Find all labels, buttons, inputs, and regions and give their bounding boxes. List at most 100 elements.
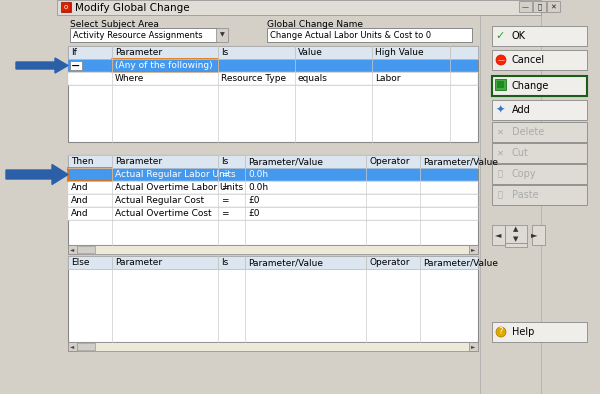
Bar <box>68 59 478 72</box>
Bar <box>533 1 546 12</box>
Text: ⧉: ⧉ <box>497 191 503 199</box>
Text: ◄: ◄ <box>495 230 502 240</box>
Text: o: o <box>64 4 68 10</box>
Bar <box>295 46 372 59</box>
Text: ◄: ◄ <box>70 247 74 252</box>
Text: ▼: ▼ <box>514 236 518 242</box>
Bar <box>68 155 112 168</box>
Bar <box>218 155 245 168</box>
Bar <box>505 225 527 243</box>
Bar <box>68 155 478 245</box>
Text: —: — <box>497 57 505 63</box>
Text: Is: Is <box>221 258 228 267</box>
Text: ✕: ✕ <box>497 149 503 158</box>
Bar <box>492 76 587 96</box>
Bar <box>112 155 218 168</box>
Text: Help: Help <box>512 327 535 337</box>
Text: Parameter/Value: Parameter/Value <box>423 157 498 166</box>
Text: OK: OK <box>512 31 526 41</box>
Bar <box>492 26 587 46</box>
Bar <box>61 2 71 12</box>
Text: (Any of the following): (Any of the following) <box>115 61 212 70</box>
Text: ▼: ▼ <box>220 32 224 37</box>
Text: ✓: ✓ <box>496 31 505 41</box>
Circle shape <box>496 55 506 65</box>
Polygon shape <box>16 58 68 73</box>
Bar <box>492 143 587 163</box>
Text: Actual Regular Cost: Actual Regular Cost <box>115 196 204 205</box>
Bar <box>77 343 95 350</box>
Text: Then: Then <box>71 157 94 166</box>
Bar <box>492 322 587 342</box>
Bar <box>532 225 545 245</box>
Bar <box>218 256 245 269</box>
Text: =: = <box>221 209 229 218</box>
Bar <box>216 28 228 42</box>
Text: Else: Else <box>71 258 89 267</box>
Bar <box>68 168 112 181</box>
Text: Actual Overtime Cost: Actual Overtime Cost <box>115 209 212 218</box>
Bar <box>245 256 366 269</box>
Text: Actual Overtime Labor Units: Actual Overtime Labor Units <box>115 183 243 192</box>
Text: Parameter: Parameter <box>115 157 162 166</box>
Text: ►: ► <box>472 247 476 252</box>
Text: Where: Where <box>115 74 145 83</box>
Text: Parameter/Value: Parameter/Value <box>248 258 323 267</box>
Bar <box>420 256 478 269</box>
Text: High Value: High Value <box>375 48 424 57</box>
Text: —: — <box>522 4 529 10</box>
Bar <box>480 15 541 394</box>
Bar <box>62 3 70 11</box>
Text: Actual Regular Labor Units: Actual Regular Labor Units <box>115 170 236 179</box>
Text: If: If <box>71 48 77 57</box>
Bar <box>245 155 366 168</box>
Text: Operator: Operator <box>369 157 409 166</box>
Text: £0: £0 <box>248 196 260 205</box>
Bar <box>547 1 560 12</box>
Text: £0: £0 <box>248 209 260 218</box>
Text: Change: Change <box>512 81 550 91</box>
Text: ▲: ▲ <box>514 226 518 232</box>
Text: ►: ► <box>531 230 537 240</box>
Bar <box>77 246 95 253</box>
Text: Labor: Labor <box>375 74 401 83</box>
Bar <box>68 168 478 181</box>
Text: Change Actual Labor Units & Cost to 0: Change Actual Labor Units & Cost to 0 <box>270 30 431 39</box>
Bar <box>68 207 478 220</box>
Bar <box>492 100 587 120</box>
Text: =: = <box>221 170 229 179</box>
Bar <box>497 81 504 88</box>
Bar <box>366 256 420 269</box>
Bar <box>492 50 587 70</box>
Bar <box>57 15 541 394</box>
Text: Is: Is <box>221 48 228 57</box>
Bar <box>112 46 218 59</box>
Bar <box>68 342 478 351</box>
Bar <box>450 46 478 59</box>
Bar <box>469 342 478 351</box>
Text: =: = <box>221 196 229 205</box>
Text: ?: ? <box>499 327 503 336</box>
Bar <box>112 256 218 269</box>
Text: ►: ► <box>472 344 476 349</box>
Bar <box>267 28 472 42</box>
Text: And: And <box>71 183 89 192</box>
Bar <box>492 225 505 245</box>
Bar <box>372 46 450 59</box>
Text: And: And <box>71 196 89 205</box>
Text: Global Change Name: Global Change Name <box>267 19 363 28</box>
Bar <box>366 155 420 168</box>
Text: ✦: ✦ <box>496 105 505 115</box>
Text: Cut: Cut <box>512 148 529 158</box>
Bar <box>70 61 82 70</box>
Text: ✕: ✕ <box>497 128 503 136</box>
Text: ⬜: ⬜ <box>538 4 542 10</box>
Bar <box>492 122 587 142</box>
Bar <box>218 46 295 59</box>
Text: And: And <box>71 209 89 218</box>
Text: equals: equals <box>298 74 328 83</box>
Bar <box>68 46 478 142</box>
Bar <box>70 28 218 42</box>
Bar <box>68 342 77 351</box>
Text: ◄: ◄ <box>70 344 74 349</box>
